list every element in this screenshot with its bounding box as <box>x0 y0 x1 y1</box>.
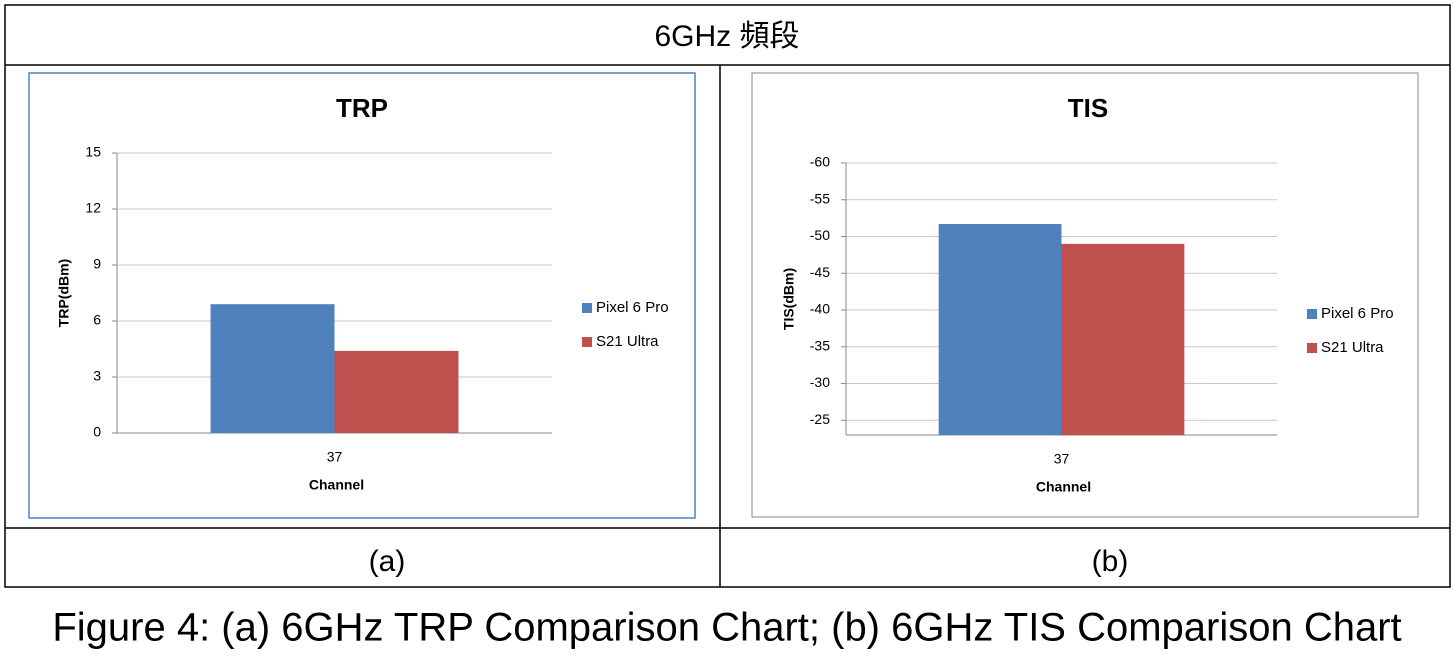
x-tick-label: 37 <box>1054 451 1070 467</box>
legend-swatch <box>582 337 592 347</box>
y-tick-label: 3 <box>93 368 101 384</box>
y-tick-label: -50 <box>810 227 830 243</box>
x-tick-label: 37 <box>327 449 343 465</box>
legend-swatch <box>1307 309 1317 319</box>
chart-title: TRP <box>336 93 388 123</box>
chart-frame <box>28 72 696 519</box>
y-tick-label: -60 <box>810 154 830 170</box>
panel-label: (a) <box>369 545 406 578</box>
legend-label: S21 Ultra <box>596 333 659 350</box>
y-tick-label: -55 <box>810 190 830 206</box>
y-tick-label: -25 <box>810 411 830 427</box>
legend-label: Pixel 6 Pro <box>596 299 669 316</box>
table-header: 6GHz 頻段 <box>654 20 799 53</box>
y-axis-title: TIS(dBm) <box>781 268 797 330</box>
x-axis-title: Channel <box>309 477 364 493</box>
panel-label: (b) <box>1092 545 1129 578</box>
bar <box>210 304 335 433</box>
legend-label: S21 Ultra <box>1321 339 1384 356</box>
bar <box>938 224 1062 435</box>
y-tick-label: -45 <box>810 264 830 280</box>
y-tick-label: -35 <box>810 337 830 353</box>
table-border <box>4 4 1451 588</box>
y-tick-label: -40 <box>810 301 830 317</box>
y-tick-label: 9 <box>93 256 101 272</box>
y-tick-label: 15 <box>85 144 101 160</box>
bar <box>1061 243 1185 435</box>
chart-title: TIS <box>1068 93 1108 123</box>
y-tick-label: 12 <box>85 200 101 216</box>
y-tick-label: 0 <box>93 424 101 440</box>
legend-swatch <box>1307 343 1317 353</box>
y-axis-title: TRP(dBm) <box>56 259 72 327</box>
y-tick-label: 6 <box>93 312 101 328</box>
caption: Figure 4: (a) 6GHz TRP Comparison Chart;… <box>52 606 1401 650</box>
x-axis-title: Channel <box>1036 479 1091 495</box>
legend-label: Pixel 6 Pro <box>1321 305 1394 322</box>
bar <box>334 350 459 433</box>
legend-swatch <box>582 303 592 313</box>
y-tick-label: -30 <box>810 374 830 390</box>
